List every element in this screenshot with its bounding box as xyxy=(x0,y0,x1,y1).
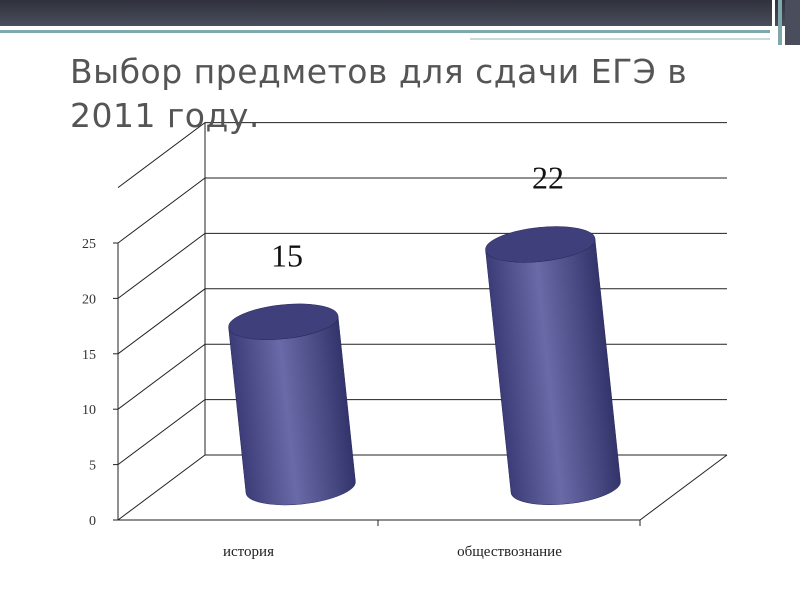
grid-line xyxy=(117,454,727,521)
y-tick-label: 20 xyxy=(82,292,96,307)
bar-top xyxy=(228,303,339,340)
y-tick-label: 0 xyxy=(89,514,96,529)
header-stripe xyxy=(778,0,782,45)
y-tick-label: 10 xyxy=(82,403,96,418)
header-stripe xyxy=(772,0,775,45)
bar xyxy=(228,315,356,506)
header-accent xyxy=(470,38,770,40)
bar-top xyxy=(485,226,596,263)
grid-line xyxy=(117,177,727,244)
x-tick-label: обществознание xyxy=(457,544,562,560)
data-label: 15 xyxy=(271,237,303,273)
slide-title: Выбор предметов для сдачи ЕГЭ в 2011 год… xyxy=(70,52,688,135)
header-accent xyxy=(0,30,770,33)
header-stripe xyxy=(785,0,800,45)
y-tick-label: 5 xyxy=(89,459,96,474)
bar xyxy=(485,238,621,505)
header-band xyxy=(0,0,800,26)
x-tick-label: история xyxy=(223,544,274,560)
y-tick-label: 15 xyxy=(82,348,96,363)
y-tick-label: 25 xyxy=(82,237,96,252)
plot-area: 0 5 10 15 20 25 история 15 обществознание 22 xyxy=(82,122,728,560)
floor-edge xyxy=(118,454,728,521)
data-label: 22 xyxy=(532,160,564,196)
wall-top xyxy=(117,122,727,189)
